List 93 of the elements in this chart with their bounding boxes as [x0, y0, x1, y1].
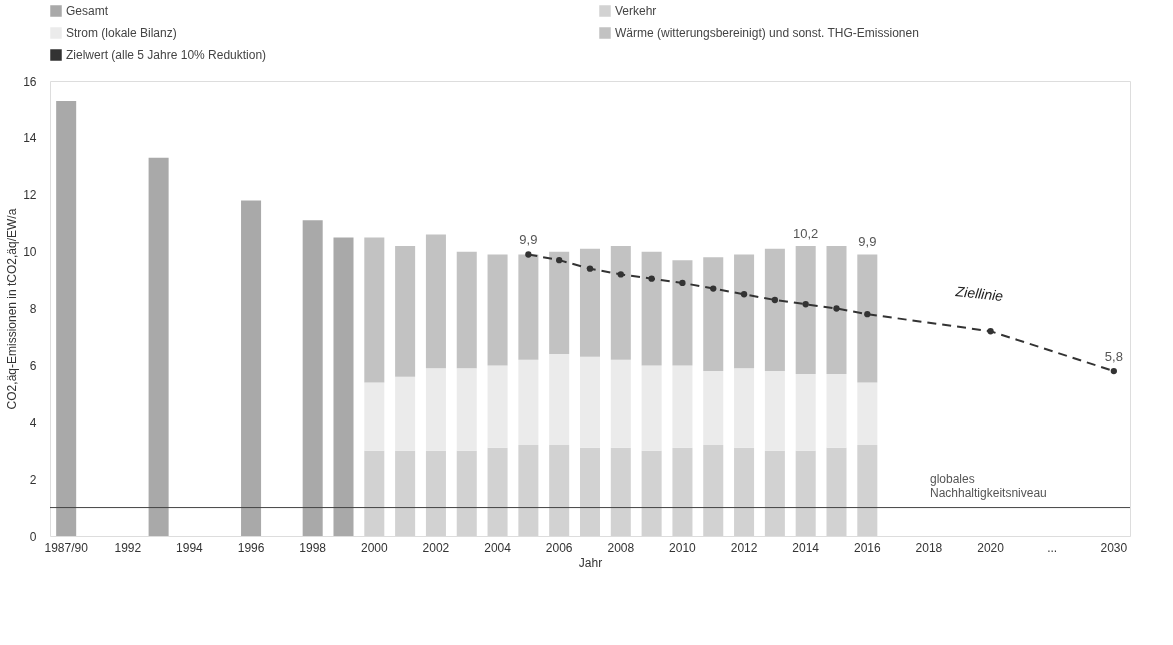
- bar: [703, 257, 724, 372]
- legend-label: Zielwert (alle 5 Jahre 10% Reduktion): [66, 48, 267, 62]
- bar: [425, 234, 446, 369]
- bar: [764, 371, 785, 451]
- bar: [302, 220, 323, 536]
- bar: [672, 260, 693, 366]
- bar: [795, 245, 816, 374]
- bar: [857, 382, 878, 445]
- x-tick-label: 2006: [545, 540, 573, 555]
- y-tick-label: 8: [29, 302, 37, 316]
- point: [648, 275, 655, 282]
- bar: [487, 254, 508, 366]
- x-tick-label: 2012: [730, 540, 758, 555]
- x-tick-label: 1994: [176, 540, 204, 555]
- bar: [456, 251, 477, 369]
- bar: [826, 245, 847, 374]
- bar: [826, 373, 847, 448]
- bar: [579, 248, 601, 357]
- bar: [364, 237, 385, 383]
- point: [864, 311, 871, 318]
- x-tick-label: 1998: [299, 540, 327, 555]
- bar: [703, 371, 724, 445]
- x-tick-label: 1992: [114, 540, 142, 555]
- bar: [456, 368, 477, 451]
- point: [525, 251, 532, 258]
- bar: [795, 373, 816, 451]
- x-tick-label: 2008: [607, 540, 635, 555]
- y-tick-label: 12: [23, 188, 37, 203]
- y-tick-label: 14: [23, 131, 37, 146]
- legend-label: Strom (lokale Bilanz): [66, 26, 177, 40]
- bar: [241, 200, 262, 536]
- y-tick-label: 4: [29, 415, 37, 430]
- bar: [364, 382, 385, 451]
- x-tick-label: 2030: [1100, 540, 1128, 555]
- y-tick-label: 16: [23, 74, 37, 89]
- x-axis-title: Jahr: [578, 555, 603, 570]
- bar: [395, 245, 416, 377]
- bar: [764, 248, 785, 372]
- bar: [549, 251, 570, 354]
- bar: [610, 245, 631, 360]
- point: [617, 271, 624, 278]
- point: [987, 328, 994, 335]
- x-tick-label: ...: [1047, 540, 1058, 555]
- x-tick-label: 1987/90: [44, 540, 89, 555]
- ref-line-label: globales Nachhaltigkeitsniveau: [930, 471, 1047, 500]
- x-tick-label: 2004: [484, 540, 512, 555]
- point: [740, 291, 748, 298]
- annotation: Ziellinie: [954, 282, 1005, 304]
- y-tick-label: 2: [29, 472, 37, 487]
- x-tick-label: 2010: [669, 540, 697, 555]
- bar: [641, 251, 662, 366]
- x-tick-label: 1996: [237, 540, 265, 555]
- bar: [518, 359, 539, 445]
- bar: [610, 359, 631, 448]
- point: [802, 301, 809, 308]
- bar: [425, 368, 446, 451]
- x-tick-label: 2014: [792, 540, 820, 555]
- x-tick-label: 2016: [853, 540, 881, 555]
- y-tick-label: 10: [23, 245, 37, 260]
- bar: [518, 254, 539, 360]
- x-tick-label: 2002: [422, 540, 450, 555]
- bar: [672, 365, 693, 448]
- bar: [857, 254, 878, 383]
- y-tick-label: 6: [29, 358, 37, 373]
- bar: [487, 365, 508, 448]
- point: [833, 305, 840, 312]
- bar: [579, 356, 601, 448]
- bar: [641, 365, 662, 451]
- total-label: 10,2: [793, 225, 819, 241]
- bar: [333, 237, 354, 536]
- point: [586, 265, 594, 272]
- x-tick-label: 2018: [915, 540, 943, 555]
- bar: [395, 376, 416, 451]
- legend-label: Wärme (witterungsbereinigt) und sonst. THG-Emissionen: [615, 26, 919, 40]
- x-tick-label: 2020: [977, 540, 1005, 555]
- data-label: 5,8: [1104, 349, 1123, 365]
- point: [679, 279, 686, 287]
- bar: [148, 157, 169, 536]
- data-label: 9,9: [519, 232, 538, 248]
- y-tick-label: 0: [29, 529, 37, 544]
- y-axis-title: CO2,äq-Emissionen in tCO2,äq/EW/a: [5, 208, 20, 410]
- bar: [734, 368, 755, 448]
- x-tick-label: 2000: [360, 540, 388, 555]
- bar: [56, 100, 77, 536]
- point: [710, 285, 717, 292]
- bar: [734, 254, 755, 369]
- point: [1110, 367, 1117, 375]
- point: [771, 296, 779, 304]
- total-label: 9,9: [858, 234, 877, 250]
- bar: [549, 354, 570, 445]
- point: [556, 257, 563, 264]
- legend-label: Gesamt: [66, 4, 109, 18]
- legend-label: Verkehr: [615, 4, 657, 18]
